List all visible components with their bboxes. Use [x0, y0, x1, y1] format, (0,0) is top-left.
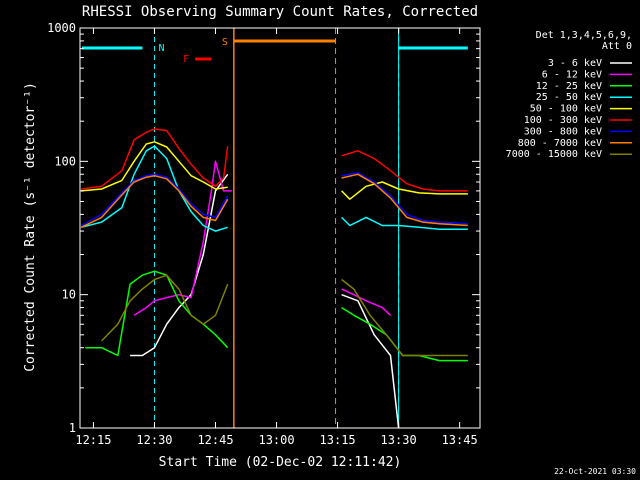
series-line — [133, 160, 232, 316]
series-line — [341, 306, 468, 362]
series-line — [341, 293, 400, 429]
series-line — [81, 128, 229, 190]
y-tick-label: 1 — [69, 421, 76, 435]
series-8 — [101, 274, 468, 357]
y-tick-label: 100 — [54, 154, 76, 168]
footer-date: 22-Oct-2021 03:30 — [554, 467, 636, 476]
saa-label: S — [222, 37, 228, 48]
y-axis-label: Corrected Count Rate (s⁻¹ detector⁻¹) — [23, 82, 38, 372]
series-line — [130, 173, 229, 357]
x-tick-label: 12:45 — [197, 433, 233, 447]
legend-entry-label: 3 - 6 keV — [548, 58, 602, 69]
series-line — [85, 270, 229, 357]
y-axis: 1 10 100 1000 — [47, 21, 480, 435]
x-tick-label: 13:15 — [320, 433, 356, 447]
series-line — [341, 181, 468, 200]
legend-entry-label: 50 - 100 keV — [530, 104, 602, 115]
annotation-flare-3: F — [183, 54, 212, 65]
night-label: N — [158, 43, 164, 54]
legend-entry-label: 12 - 25 keV — [536, 81, 602, 92]
y-tick-label: 1000 — [47, 21, 76, 35]
series-line — [80, 173, 229, 227]
series-line — [80, 174, 229, 228]
x-axis: 12:15 12:30 12:45 13:00 13:15 13:30 13:45 — [75, 28, 478, 447]
legend-entry-label: 100 - 300 keV — [524, 115, 602, 126]
legend-header: Att 0 — [602, 41, 632, 52]
series-7 — [80, 173, 468, 228]
legend-header: Det 1,3,4,5,6,9, — [536, 30, 632, 41]
x-tick-label: 13:45 — [442, 433, 478, 447]
x-axis-label: Start Time (02-Dec-02 12:11:42) — [159, 455, 402, 470]
series-6 — [80, 172, 468, 227]
series-line — [81, 141, 228, 192]
series-5 — [81, 128, 468, 192]
legend-entry-label: 25 - 50 keV — [536, 92, 602, 103]
series-0 — [130, 173, 400, 429]
x-tick-label: 13:30 — [381, 433, 417, 447]
series-4 — [81, 141, 468, 200]
series-2 — [85, 270, 468, 362]
annotation-night-1 — [398, 28, 468, 428]
flare-label: F — [183, 54, 189, 65]
plot-frame — [79, 27, 481, 429]
series-line — [341, 173, 468, 227]
plot-area: N S F — [79, 28, 468, 429]
legend-entry-label: 800 - 7000 keV — [518, 138, 602, 149]
series-line — [81, 145, 228, 232]
chart-title: RHESSI Observing Summary Count Rates, Co… — [82, 4, 478, 20]
legend-entry-label: 6 - 12 keV — [542, 69, 602, 80]
series-line — [341, 278, 468, 357]
annotation-SAA-2: S — [222, 28, 337, 428]
series-line — [101, 274, 229, 342]
annotation-night-0: N — [79, 28, 164, 428]
series-3 — [81, 145, 468, 232]
legend-entry-label: 300 - 800 keV — [524, 126, 602, 137]
x-tick-label: 12:15 — [75, 433, 111, 447]
x-tick-label: 13:00 — [258, 433, 294, 447]
series-line — [341, 150, 468, 192]
legend-entry-label: 7000 - 15000 keV — [506, 149, 602, 160]
x-tick-label: 12:30 — [136, 433, 172, 447]
y-tick-label: 10 — [62, 288, 76, 302]
series-line — [341, 216, 468, 230]
series-1 — [133, 160, 392, 316]
series-line — [341, 288, 392, 316]
series-line — [341, 172, 468, 225]
